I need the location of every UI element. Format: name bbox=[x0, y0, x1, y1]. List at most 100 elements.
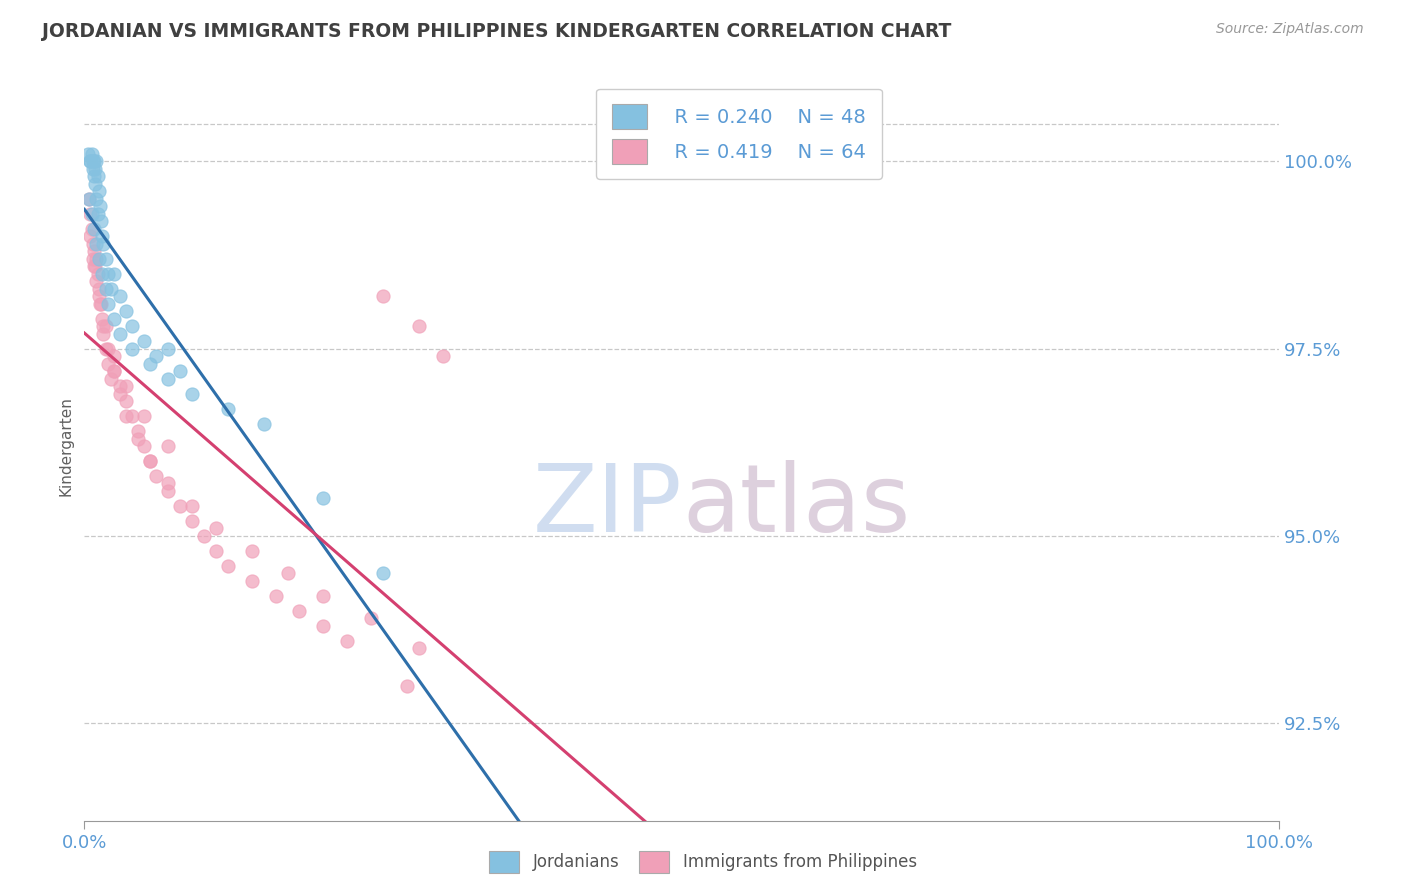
Point bbox=[432, 349, 454, 363]
Point bbox=[91, 267, 114, 281]
Point bbox=[86, 169, 108, 184]
Point bbox=[103, 267, 125, 281]
Point bbox=[86, 236, 108, 251]
Point bbox=[240, 544, 263, 558]
Point bbox=[82, 252, 104, 266]
Point bbox=[312, 589, 335, 603]
Point bbox=[93, 319, 115, 334]
Point bbox=[94, 319, 117, 334]
Point bbox=[264, 589, 287, 603]
Y-axis label: Kindergarten: Kindergarten bbox=[58, 396, 73, 496]
Text: ZIP: ZIP bbox=[533, 460, 682, 552]
Point bbox=[87, 252, 110, 266]
Point bbox=[312, 491, 335, 506]
Point bbox=[110, 326, 132, 341]
Point bbox=[115, 304, 138, 318]
Point bbox=[93, 236, 115, 251]
Point bbox=[157, 371, 180, 385]
Point bbox=[145, 469, 167, 483]
Point bbox=[82, 161, 104, 176]
Point bbox=[157, 439, 180, 453]
Point bbox=[87, 184, 110, 198]
Point bbox=[103, 364, 125, 378]
Point bbox=[89, 296, 111, 310]
Text: atlas: atlas bbox=[682, 460, 910, 552]
Point bbox=[84, 259, 107, 273]
Point bbox=[169, 499, 191, 513]
Point bbox=[408, 319, 430, 334]
Point bbox=[83, 259, 105, 273]
Point bbox=[103, 364, 125, 378]
Point bbox=[157, 342, 180, 356]
Point bbox=[87, 282, 110, 296]
Legend: Jordanians, Immigrants from Philippines: Jordanians, Immigrants from Philippines bbox=[482, 845, 924, 880]
Point bbox=[79, 154, 101, 169]
Point bbox=[181, 514, 204, 528]
Point bbox=[169, 364, 191, 378]
Point bbox=[110, 386, 132, 401]
Point bbox=[145, 349, 167, 363]
Point bbox=[77, 146, 100, 161]
Point bbox=[94, 342, 117, 356]
Point bbox=[253, 417, 276, 431]
Point bbox=[79, 154, 101, 169]
Point bbox=[115, 409, 138, 423]
Point bbox=[396, 679, 419, 693]
Point bbox=[77, 192, 100, 206]
Point bbox=[82, 154, 104, 169]
Point bbox=[217, 401, 239, 416]
Point bbox=[80, 221, 103, 235]
Point bbox=[110, 289, 132, 303]
Point bbox=[181, 499, 204, 513]
Point bbox=[139, 454, 162, 468]
Point bbox=[83, 244, 105, 259]
Point bbox=[97, 342, 120, 356]
Point bbox=[83, 154, 105, 169]
Point bbox=[373, 289, 395, 303]
Point bbox=[110, 379, 132, 393]
Point bbox=[240, 574, 263, 588]
Point bbox=[86, 274, 108, 288]
Point bbox=[100, 371, 122, 385]
Point bbox=[139, 357, 162, 371]
Point bbox=[91, 229, 114, 244]
Text: Source: ZipAtlas.com: Source: ZipAtlas.com bbox=[1216, 22, 1364, 37]
Point bbox=[77, 192, 100, 206]
Point bbox=[84, 177, 107, 191]
Point bbox=[82, 236, 104, 251]
Point bbox=[86, 267, 108, 281]
Point bbox=[115, 379, 138, 393]
Point bbox=[87, 289, 110, 303]
Point bbox=[132, 334, 156, 348]
Point bbox=[100, 282, 122, 296]
Point bbox=[115, 394, 138, 409]
Point bbox=[90, 296, 112, 310]
Point bbox=[181, 386, 204, 401]
Point bbox=[79, 229, 101, 244]
Point bbox=[103, 349, 125, 363]
Point bbox=[132, 439, 156, 453]
Point bbox=[89, 199, 111, 213]
Point bbox=[157, 476, 180, 491]
Point bbox=[97, 267, 120, 281]
Point bbox=[103, 311, 125, 326]
Point bbox=[217, 558, 239, 573]
Point bbox=[86, 154, 108, 169]
Point bbox=[127, 424, 149, 438]
Point bbox=[86, 252, 108, 266]
Legend:   R = 0.240    N = 48,   R = 0.419    N = 64: R = 0.240 N = 48, R = 0.419 N = 64 bbox=[596, 88, 882, 179]
Point bbox=[205, 544, 228, 558]
Point bbox=[94, 282, 117, 296]
Point bbox=[97, 357, 120, 371]
Point bbox=[205, 521, 228, 535]
Point bbox=[90, 214, 112, 228]
Point bbox=[121, 319, 143, 334]
Point bbox=[336, 633, 359, 648]
Point bbox=[93, 326, 115, 341]
Point bbox=[132, 409, 156, 423]
Point bbox=[360, 611, 382, 625]
Point bbox=[94, 252, 117, 266]
Point bbox=[408, 641, 430, 656]
Point bbox=[83, 221, 105, 235]
Point bbox=[83, 169, 105, 184]
